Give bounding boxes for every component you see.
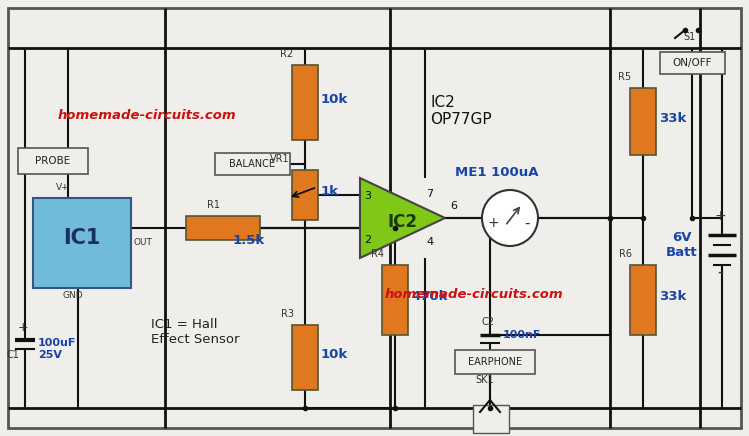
Polygon shape: [360, 178, 445, 258]
Text: 33k: 33k: [659, 290, 686, 303]
Text: 470k: 470k: [411, 290, 447, 303]
Text: IC1 = Hall
Effect Sensor: IC1 = Hall Effect Sensor: [151, 318, 240, 346]
Text: homemade-circuits.com: homemade-circuits.com: [385, 289, 564, 302]
Bar: [382, 265, 408, 335]
Text: VR1: VR1: [270, 154, 290, 164]
Text: GND: GND: [63, 291, 83, 300]
Text: 4: 4: [426, 237, 434, 247]
Text: -: -: [524, 215, 530, 231]
Text: 3: 3: [365, 191, 372, 201]
Text: 100nF: 100nF: [503, 330, 542, 340]
Text: 10k: 10k: [321, 92, 348, 106]
Text: IC2: IC2: [387, 213, 417, 231]
Text: R4: R4: [371, 249, 383, 259]
Text: R5: R5: [619, 72, 631, 82]
Bar: [292, 325, 318, 390]
Text: BALANCE: BALANCE: [229, 159, 275, 169]
Text: R2: R2: [280, 49, 294, 59]
Text: +: +: [18, 321, 28, 334]
Bar: [660, 52, 725, 74]
Text: ME1 100uA: ME1 100uA: [455, 166, 539, 179]
Text: +: +: [715, 209, 726, 223]
Bar: [630, 88, 656, 155]
Text: S1: S1: [684, 32, 696, 42]
Text: PROBE: PROBE: [35, 156, 70, 166]
Text: 7: 7: [426, 189, 434, 199]
Text: 100uF
25V: 100uF 25V: [38, 338, 76, 360]
Text: ON/OFF: ON/OFF: [673, 58, 712, 68]
Text: IC1: IC1: [64, 228, 100, 248]
Bar: [473, 405, 509, 433]
Text: IC2
OP77GP: IC2 OP77GP: [430, 95, 491, 127]
Bar: [455, 350, 535, 374]
Text: 33k: 33k: [659, 112, 686, 125]
Text: 6: 6: [450, 201, 457, 211]
Bar: [292, 170, 318, 220]
Bar: [33, 198, 131, 288]
Text: +: +: [487, 216, 499, 230]
Text: C2: C2: [482, 317, 494, 327]
Text: C1: C1: [7, 350, 19, 360]
Text: EARPHONE: EARPHONE: [468, 357, 522, 367]
Bar: [292, 65, 318, 140]
Text: 6V
Batt: 6V Batt: [666, 231, 698, 259]
Bar: [215, 153, 290, 175]
Text: 1.5k: 1.5k: [233, 234, 265, 247]
Text: OUT: OUT: [133, 238, 152, 247]
Text: R3: R3: [280, 309, 294, 319]
Text: -: -: [717, 263, 723, 281]
Text: 1k: 1k: [321, 185, 339, 198]
Bar: [18, 148, 88, 174]
Circle shape: [482, 190, 538, 246]
Text: V+: V+: [56, 183, 70, 192]
Bar: [630, 265, 656, 335]
Text: 2: 2: [365, 235, 372, 245]
Text: 10k: 10k: [321, 347, 348, 361]
Bar: [186, 216, 260, 240]
Text: SK1: SK1: [476, 375, 494, 385]
Text: R1: R1: [207, 200, 219, 210]
Text: homemade-circuits.com: homemade-circuits.com: [58, 109, 237, 122]
Text: R6: R6: [619, 249, 631, 259]
